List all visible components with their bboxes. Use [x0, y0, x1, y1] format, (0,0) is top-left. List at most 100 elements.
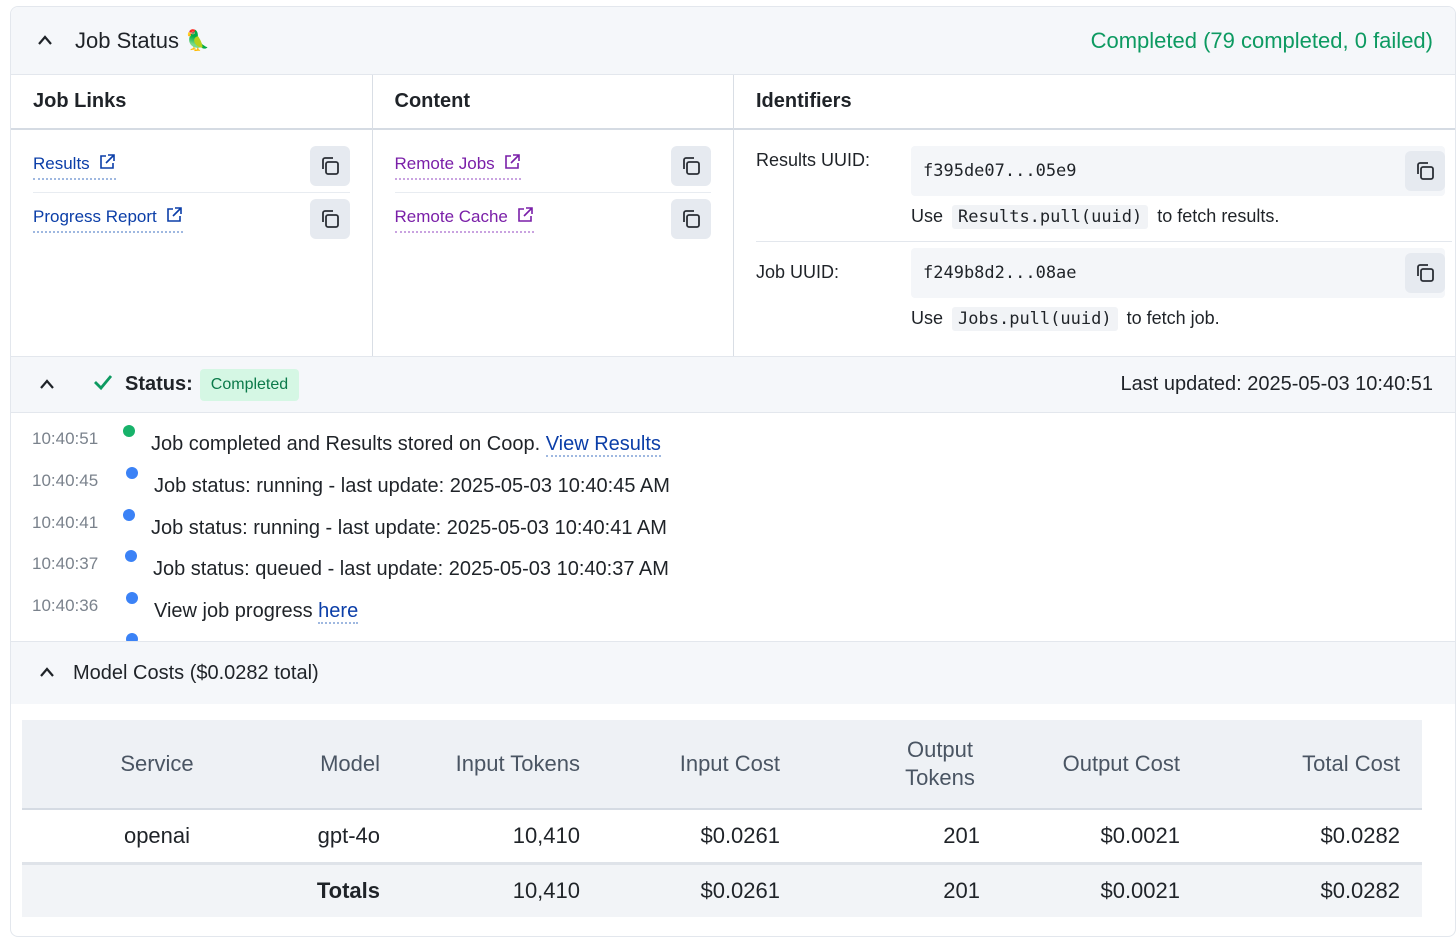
identifiers-divider	[756, 241, 1452, 242]
model-costs-title: Model Costs ($0.0282 total)	[73, 661, 319, 684]
progress-report-link[interactable]: Progress Report	[33, 206, 183, 233]
log-message: View job progress here	[154, 600, 359, 624]
job-status-summary: Completed (79 completed, 0 failed)	[1090, 27, 1433, 53]
status-dot-icon	[123, 509, 135, 521]
checkmark-icon	[93, 373, 113, 396]
totals-row: Totals 10,410 $0.0261 201 $0.0021 $0.028…	[22, 863, 1422, 917]
log-message: Job status: queued - last update: 2025-0…	[153, 558, 669, 580]
col-output-tokens: Output Tokens	[802, 720, 1002, 810]
copy-icon	[683, 157, 700, 175]
last-updated: Last updated: 2025-05-03 10:40:51	[1120, 373, 1433, 395]
totals-label: Totals	[292, 863, 402, 917]
status-badge: Completed	[199, 368, 300, 401]
copy-progress-report-button[interactable]	[309, 199, 350, 239]
col-output-cost: Output Cost	[1002, 720, 1202, 810]
job-progress-here-link[interactable]: here	[318, 600, 359, 624]
cell-model: gpt-4o	[292, 809, 402, 865]
status-dot-icon	[126, 633, 138, 641]
results-uuid-box: f395de07...05e9	[911, 146, 1445, 196]
col-input-cost: Input Cost	[602, 720, 802, 810]
copy-icon	[1417, 264, 1434, 282]
chevron-up-icon[interactable]	[39, 378, 54, 392]
log-message: Job completed and Results stored on Coop…	[151, 433, 661, 457]
log-entry: 10:40:41 Job status: running - last upda…	[11, 505, 1455, 547]
job-details-columns: Job Links Results Progress Report Conten…	[11, 75, 1455, 357]
link-row-remote-cache: Remote Cache	[394, 193, 711, 245]
copy-job-uuid-button[interactable]	[1405, 253, 1445, 293]
results-uuid-row: Results UUID: f395de07...05e9 Use Result…	[734, 130, 1455, 241]
total-output-cost: $0.0021	[1002, 863, 1202, 917]
log-entry: 10:40:51 Job completed and Results store…	[11, 421, 1455, 463]
copy-remote-jobs-button[interactable]	[671, 146, 711, 186]
table-header-row: Service Model Input Tokens Input Cost Ou…	[22, 720, 1422, 810]
cell-output-tokens: 201	[802, 809, 1002, 865]
cell-total-cost: $0.0282	[1202, 809, 1422, 865]
copy-results-link-button[interactable]	[309, 146, 350, 186]
link-row-results: Results	[33, 140, 350, 193]
results-link[interactable]: Results	[33, 153, 116, 180]
log-time: 10:40:37	[32, 554, 99, 573]
log-entry: 10:40:45 Job status: running - last upda…	[11, 463, 1455, 505]
log-message: Job status: running - last update: 2025-…	[154, 475, 670, 497]
model-costs-table: Service Model Input Tokens Input Cost Ou…	[22, 720, 1422, 917]
log-message: Job status: running - last update: 2025-…	[151, 517, 667, 539]
log-entry: 10:40:37 Job status: queued - last updat…	[11, 546, 1455, 588]
external-link-icon	[516, 206, 534, 229]
status-dot-icon	[126, 467, 138, 479]
status-label: Status:	[125, 373, 193, 395]
remote-cache-link[interactable]: Remote Cache	[394, 206, 534, 233]
external-link-icon	[503, 153, 521, 176]
status-log[interactable]: 10:40:51 Job completed and Results store…	[11, 413, 1455, 642]
chevron-up-icon[interactable]	[37, 34, 52, 48]
job-uuid-box: f249b8d2...08ae	[911, 248, 1445, 298]
job-uuid-hint: Use Jobs.pull(uuid) to fetch job.	[911, 307, 1220, 331]
cell-output-cost: $0.0021	[1002, 809, 1202, 865]
job-status-header[interactable]: Job Status 🦜 Completed (79 completed, 0 …	[11, 7, 1455, 75]
parrot-icon: 🦜	[184, 30, 210, 52]
results-uuid-value: f395de07...05e9	[923, 161, 1077, 181]
results-uuid-label: Results UUID:	[756, 150, 871, 170]
job-links-heading: Job Links	[11, 75, 372, 130]
view-results-link[interactable]: View Results	[545, 433, 661, 457]
total-output-tokens: 201	[802, 863, 1002, 917]
job-status-title: Job Status	[75, 27, 179, 53]
job-links-column: Job Links Results Progress Report	[11, 75, 373, 356]
model-costs-header[interactable]: Model Costs ($0.0282 total)	[11, 642, 1455, 704]
link-row-progress-report: Progress Report	[33, 193, 350, 245]
jobs-pull-code: Jobs.pull(uuid)	[952, 307, 1118, 331]
col-input-tokens: Input Tokens	[402, 720, 602, 810]
col-model: Model	[292, 720, 402, 810]
status-dot-icon	[123, 425, 135, 437]
copy-results-uuid-button[interactable]	[1405, 151, 1445, 191]
log-time: 10:40:36	[32, 596, 99, 615]
log-time: 10:40:51	[32, 429, 99, 448]
job-uuid-row: Job UUID: f249b8d2...08ae Use Jobs.pull(…	[734, 242, 1455, 343]
job-uuid-label: Job UUID:	[756, 262, 840, 282]
job-uuid-value: f249b8d2...08ae	[923, 263, 1077, 283]
copy-icon	[321, 210, 339, 228]
log-time: 10:40:41	[32, 513, 99, 532]
copy-icon	[683, 210, 700, 228]
copy-remote-cache-button[interactable]	[671, 199, 711, 239]
total-input-tokens: 10,410	[402, 863, 602, 917]
log-entry-partial	[11, 629, 1455, 641]
total-cost: $0.0282	[1202, 863, 1422, 917]
link-row-remote-jobs: Remote Jobs	[394, 140, 711, 193]
status-bar[interactable]: Status: Completed Last updated: 2025-05-…	[11, 357, 1455, 413]
col-total-cost: Total Cost	[1202, 720, 1422, 810]
copy-icon	[1417, 162, 1434, 180]
table-row: openai gpt-4o 10,410 $0.0261 201 $0.0021…	[22, 809, 1422, 865]
log-time: 10:40:45	[32, 471, 99, 490]
col-service: Service	[22, 720, 292, 810]
external-link-icon	[165, 206, 183, 229]
content-heading: Content	[372, 75, 733, 130]
cell-service: openai	[22, 809, 292, 865]
log-entry: 10:40:36 View job progress here	[11, 588, 1455, 630]
copy-icon	[321, 157, 339, 175]
cell-input-tokens: 10,410	[402, 809, 602, 865]
remote-jobs-link[interactable]: Remote Jobs	[394, 153, 521, 180]
chevron-up-icon[interactable]	[39, 666, 54, 680]
cell-empty	[22, 863, 292, 917]
results-pull-code: Results.pull(uuid)	[952, 205, 1149, 229]
identifiers-heading: Identifiers	[734, 75, 1455, 130]
